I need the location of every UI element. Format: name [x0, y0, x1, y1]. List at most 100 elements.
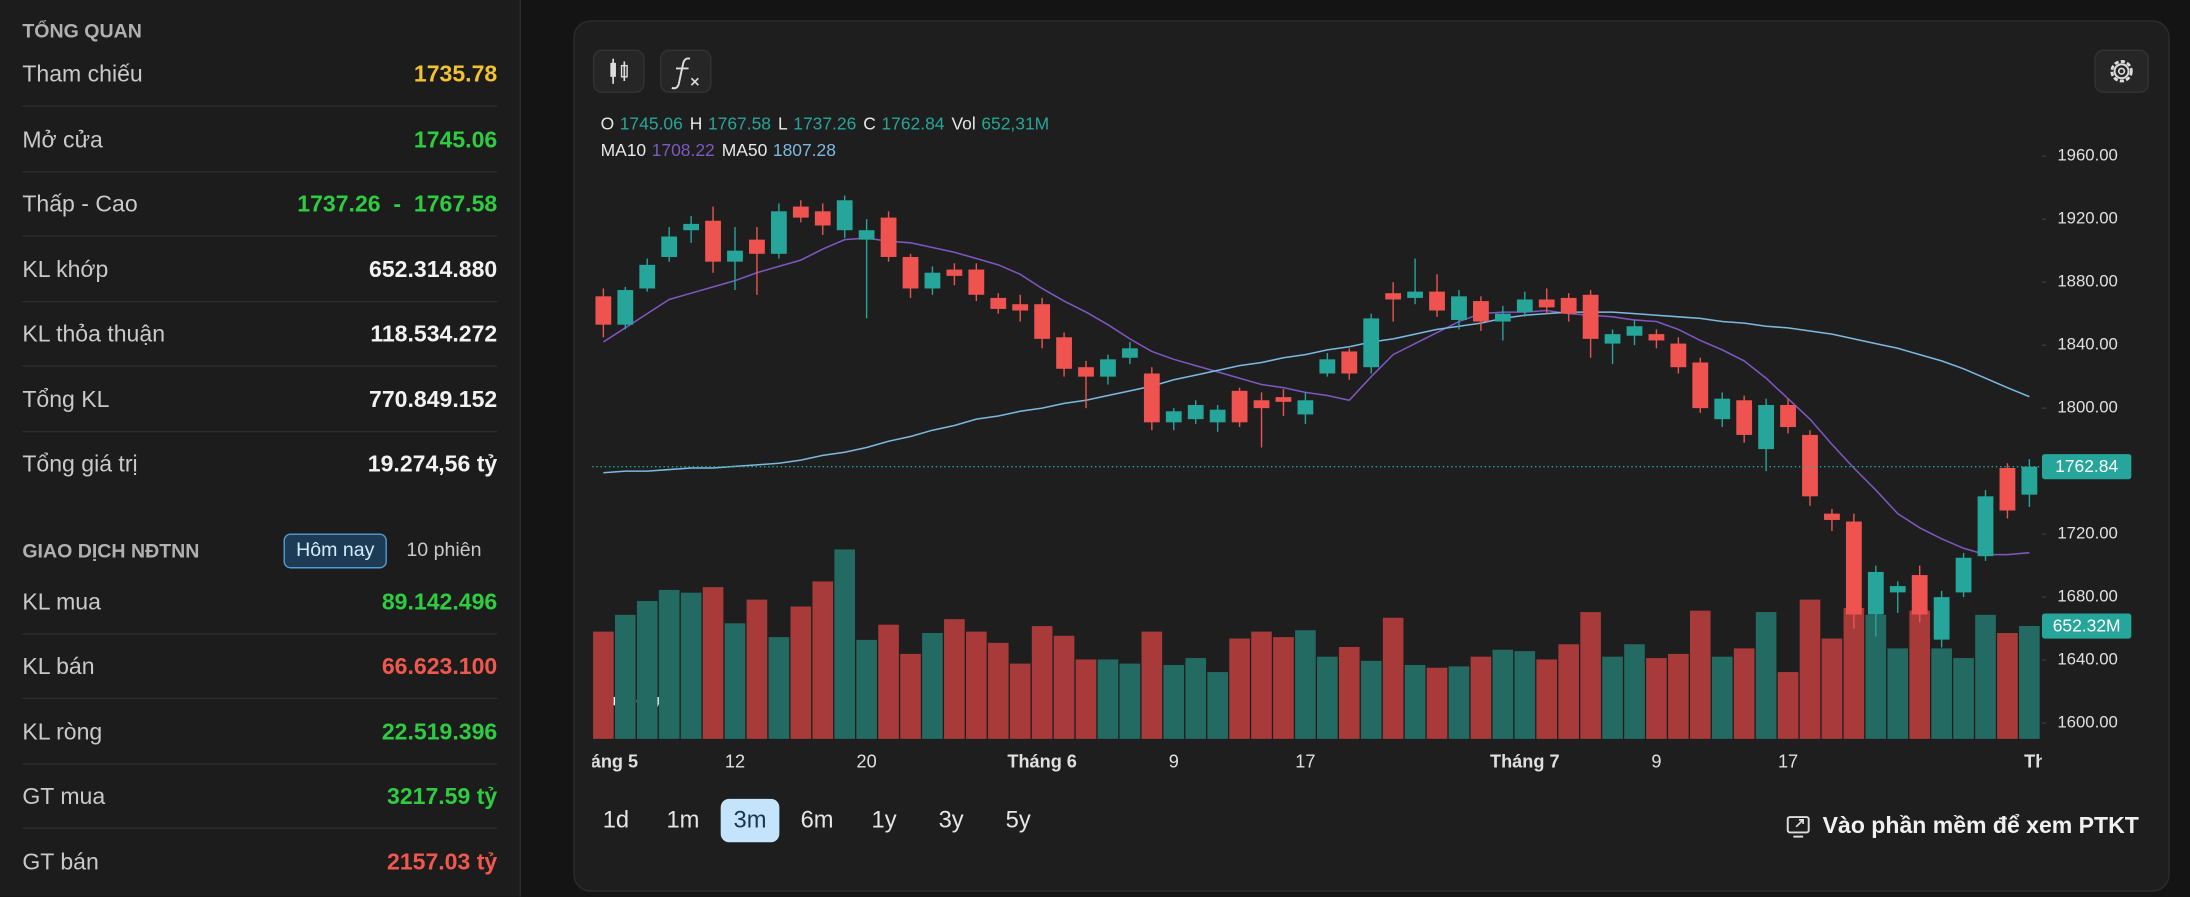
range-label[interactable]: 3m — [734, 808, 767, 834]
volume-bar — [1404, 664, 1426, 739]
candle-body — [1516, 299, 1533, 313]
volume-bar — [658, 589, 680, 739]
candle-body — [1582, 294, 1599, 339]
link-text[interactable]: Vào phần mềm để xem PTKT — [1823, 812, 2139, 838]
volume-bar — [724, 623, 746, 739]
candle-body — [1231, 390, 1248, 423]
info-row: Thấp - Cao 1737.26 - 1767.58 — [22, 192, 497, 237]
volume-bar — [1865, 614, 1887, 739]
range-button[interactable]: 3m — [720, 798, 780, 843]
range-button[interactable]: 6m — [801, 808, 834, 834]
volume-bar — [987, 642, 1009, 739]
overlay: 1600.001640.001680.001720.001760.001800.… — [601, 113, 2132, 843]
legend-label: L — [778, 113, 788, 133]
legend-label: C — [863, 113, 876, 133]
volume-bar — [1317, 656, 1338, 739]
candle-body — [1473, 301, 1489, 322]
volume-bar — [1777, 672, 1799, 739]
volume-bar — [1580, 612, 1601, 739]
range-button[interactable]: 5y — [1006, 808, 1031, 834]
info-row: Tổng giá trị 19.274,56 tỷ — [22, 452, 497, 479]
x-tick-label: Tháng 7 — [1490, 751, 1560, 771]
settings-button[interactable] — [2094, 49, 2149, 93]
row-label: KL ròng — [22, 719, 103, 746]
volume-bar — [746, 599, 768, 739]
legend-value: 1708.22 — [652, 139, 715, 159]
candle-body — [990, 297, 1007, 309]
row-value: 19.274,56 tỷ — [367, 451, 498, 477]
range-label[interactable]: 1d — [603, 808, 629, 834]
candle-body — [1056, 337, 1072, 369]
candle-body — [1889, 586, 1906, 593]
x-tick-label: Tháng — [2024, 751, 2078, 771]
candle-body — [1253, 400, 1270, 409]
volume-bar — [1689, 610, 1711, 739]
candle-body — [1560, 297, 1577, 314]
ma-legend: MA10 1708.22 MA50 1807.28 — [601, 139, 836, 159]
row-label: KL mua — [22, 590, 101, 616]
candle-body — [1780, 404, 1796, 428]
volume-bar — [1799, 599, 1821, 739]
candle-body — [792, 206, 809, 218]
y-tick-label: 1880.00 — [2057, 272, 2118, 291]
info-row: Tổng KL 770.849.152 — [22, 387, 498, 433]
last-price-label: 1762.84 — [2055, 456, 2118, 476]
info-row: Tham chiếu 1735.78 — [22, 62, 497, 107]
candle-body — [1209, 409, 1226, 423]
candle-body — [1012, 304, 1029, 311]
range-label[interactable]: 6m — [801, 808, 834, 834]
row-label: Mở cửa — [22, 127, 103, 153]
legend-value: 1745.06 — [620, 113, 683, 133]
volume-bar — [1821, 638, 1843, 739]
section-title: GIAO DỊCH NĐTNN — [22, 539, 200, 562]
candle-body — [1363, 318, 1380, 368]
candle-body — [1429, 291, 1445, 311]
range-label[interactable]: 3y — [939, 808, 964, 834]
candle-body — [836, 200, 853, 231]
range-button[interactable]: 3y — [939, 808, 964, 834]
legend-label: MA50 — [722, 139, 768, 159]
volume-bar — [1382, 617, 1404, 739]
tab[interactable]: Hôm nay — [283, 533, 387, 569]
info-row: KL ròng 22.519.396 — [22, 719, 498, 765]
row-value: 770.849.152 — [369, 387, 498, 413]
volume-bar — [1624, 644, 1645, 739]
range-button[interactable]: 1d — [603, 808, 629, 834]
candle-body — [1867, 571, 1884, 615]
range-label[interactable]: 1y — [872, 808, 897, 834]
candle-body — [1758, 404, 1775, 450]
last-price-tag — [2041, 454, 2132, 480]
volume-bar — [680, 592, 702, 739]
plot-area — [592, 195, 2042, 739]
candle-body — [1845, 521, 1862, 615]
candle-body — [661, 236, 678, 257]
candle-body — [1955, 557, 1972, 593]
range-button[interactable]: 1m — [666, 808, 699, 834]
ma-line — [603, 311, 2030, 474]
candle-body — [1297, 400, 1314, 415]
indicator-button[interactable] — [659, 49, 712, 93]
legend-label: H — [690, 113, 703, 133]
range-label[interactable]: 5y — [1006, 808, 1031, 834]
range-button[interactable]: 1y — [872, 808, 897, 834]
row-value: 22.519.396 — [381, 719, 498, 746]
low-value: 1737.26 — [297, 192, 381, 218]
x-tick-label: 9 — [1169, 751, 1179, 771]
volume-bar — [1909, 610, 1930, 739]
row-label: Tổng giá trị — [22, 451, 138, 477]
ma-line — [602, 237, 2030, 556]
volume-bar — [1887, 648, 1909, 739]
volume-bar — [966, 631, 987, 739]
range-label[interactable]: 1m — [666, 808, 699, 834]
info-row: GT bán 2157.03 tỷ — [22, 850, 497, 877]
row-value: 2157.03 tỷ — [387, 849, 498, 876]
tab[interactable]: 10 phiên — [406, 537, 482, 561]
external-link[interactable]: Vào phần mềm để xem PTKT — [1786, 812, 2139, 838]
candle-body — [902, 256, 919, 289]
candle-body — [1341, 351, 1358, 374]
row-label: Tham chiếu — [22, 62, 143, 88]
candle-body — [1078, 367, 1094, 377]
legend-value: 652,31M — [981, 113, 1049, 133]
chart-type-button[interactable] — [592, 49, 645, 93]
last-volume-label: 652.32M — [2053, 615, 2121, 635]
